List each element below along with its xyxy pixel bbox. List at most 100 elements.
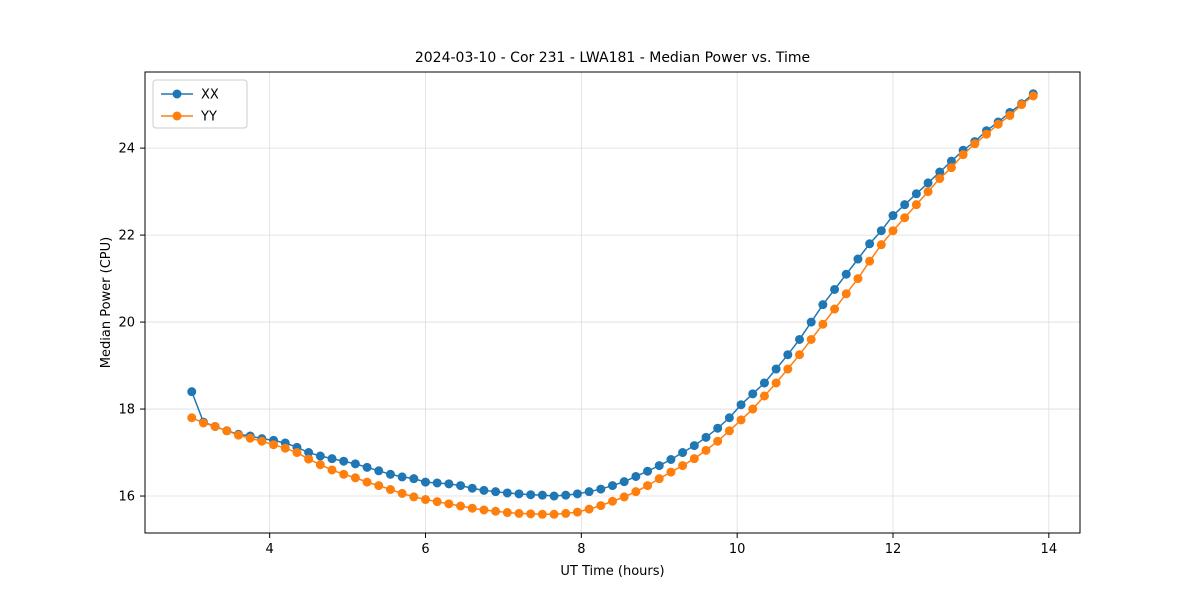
- data-point-yy: [643, 481, 653, 491]
- y-axis-label: Median Power (CPU): [99, 237, 114, 368]
- data-point-xx: [876, 226, 886, 236]
- data-point-xx: [923, 178, 933, 188]
- data-point-yy: [748, 404, 758, 414]
- data-point-yy: [198, 418, 208, 428]
- data-point-xx: [315, 451, 325, 461]
- data-point-xx: [678, 448, 688, 458]
- data-point-yy: [421, 495, 430, 505]
- data-point-xx: [456, 481, 466, 491]
- data-point-yy: [456, 501, 466, 511]
- data-point-yy: [713, 436, 723, 446]
- data-point-xx: [748, 389, 758, 399]
- data-point-yy: [537, 509, 547, 519]
- data-point-xx: [432, 478, 442, 488]
- data-point-yy: [491, 506, 501, 516]
- data-point-yy: [958, 150, 968, 160]
- data-point-xx: [537, 490, 547, 500]
- data-point-xx: [771, 364, 781, 374]
- data-point-xx: [818, 300, 828, 310]
- data-point-yy: [479, 505, 489, 515]
- data-point-yy: [467, 503, 477, 513]
- data-point-yy: [432, 497, 442, 507]
- data-point-yy: [257, 436, 267, 446]
- data-point-yy: [689, 454, 699, 464]
- data-point-xx: [444, 479, 454, 489]
- data-point-xx: [502, 488, 512, 498]
- data-point-xx: [853, 254, 863, 264]
- data-point-yy: [1005, 110, 1015, 120]
- data-point-yy: [888, 226, 898, 236]
- data-point-xx: [561, 490, 571, 500]
- data-point-yy: [876, 240, 886, 250]
- legend-label-yy: YY: [200, 110, 217, 125]
- data-point-yy: [514, 508, 524, 518]
- data-point-xx: [385, 469, 395, 479]
- data-point-xx: [362, 462, 372, 472]
- data-point-xx: [526, 490, 536, 500]
- y-tick-label: 16: [118, 490, 135, 505]
- data-point-yy: [783, 364, 793, 374]
- data-point-xx: [759, 378, 769, 388]
- data-point-yy: [596, 501, 606, 511]
- data-point-xx: [479, 485, 489, 495]
- data-point-yy: [970, 139, 980, 149]
- data-point-xx: [689, 441, 699, 451]
- data-point-xx: [736, 400, 746, 410]
- y-tick-label: 20: [118, 316, 135, 331]
- data-point-yy: [327, 465, 337, 475]
- data-point-xx: [724, 413, 734, 423]
- data-point-xx: [911, 189, 921, 199]
- data-point-xx: [339, 456, 349, 466]
- data-point-xx: [783, 350, 793, 360]
- data-point-yy: [865, 256, 875, 266]
- data-point-yy: [245, 433, 255, 443]
- data-point-yy: [444, 499, 454, 509]
- data-point-xx: [467, 483, 477, 493]
- x-tick-label: 10: [729, 542, 746, 557]
- legend-marker-yy: [172, 111, 182, 121]
- data-point-xx: [841, 269, 851, 279]
- x-tick-label: 14: [1041, 542, 1058, 557]
- data-point-xx: [631, 471, 641, 481]
- data-point-xx: [421, 477, 430, 487]
- data-point-xx: [327, 454, 337, 464]
- data-point-xx: [654, 461, 664, 471]
- data-point-yy: [771, 378, 781, 388]
- data-point-xx: [643, 466, 653, 476]
- data-point-yy: [526, 509, 536, 519]
- data-point-yy: [502, 508, 512, 518]
- data-point-yy: [993, 119, 1003, 129]
- data-point-yy: [701, 445, 711, 455]
- data-point-yy: [911, 200, 921, 210]
- data-point-xx: [572, 489, 582, 499]
- data-point-xx: [900, 200, 910, 210]
- chart-title: 2024-03-10 - Cor 231 - LWA181 - Median P…: [415, 50, 810, 66]
- data-point-yy: [549, 509, 559, 519]
- data-point-xx: [584, 487, 594, 497]
- data-point-yy: [304, 454, 314, 464]
- data-point-xx: [397, 472, 407, 482]
- data-point-yy: [210, 421, 220, 431]
- data-point-yy: [350, 473, 360, 483]
- data-point-xx: [514, 489, 524, 499]
- data-point-yy: [654, 474, 664, 484]
- data-point-yy: [736, 415, 746, 425]
- data-point-xx: [374, 466, 384, 476]
- x-tick-label: 6: [421, 542, 429, 557]
- data-point-yy: [222, 426, 232, 436]
- data-point-yy: [234, 430, 243, 440]
- data-point-yy: [900, 213, 910, 223]
- data-point-xx: [830, 284, 840, 294]
- data-point-yy: [631, 487, 641, 497]
- data-point-yy: [561, 508, 571, 518]
- data-point-xx: [806, 317, 816, 327]
- data-point-xx: [187, 387, 197, 397]
- data-point-xx: [619, 477, 629, 487]
- data-point-yy: [759, 391, 769, 401]
- data-point-yy: [292, 448, 302, 458]
- data-point-xx: [350, 459, 360, 469]
- data-point-xx: [713, 423, 723, 433]
- data-point-yy: [841, 289, 851, 299]
